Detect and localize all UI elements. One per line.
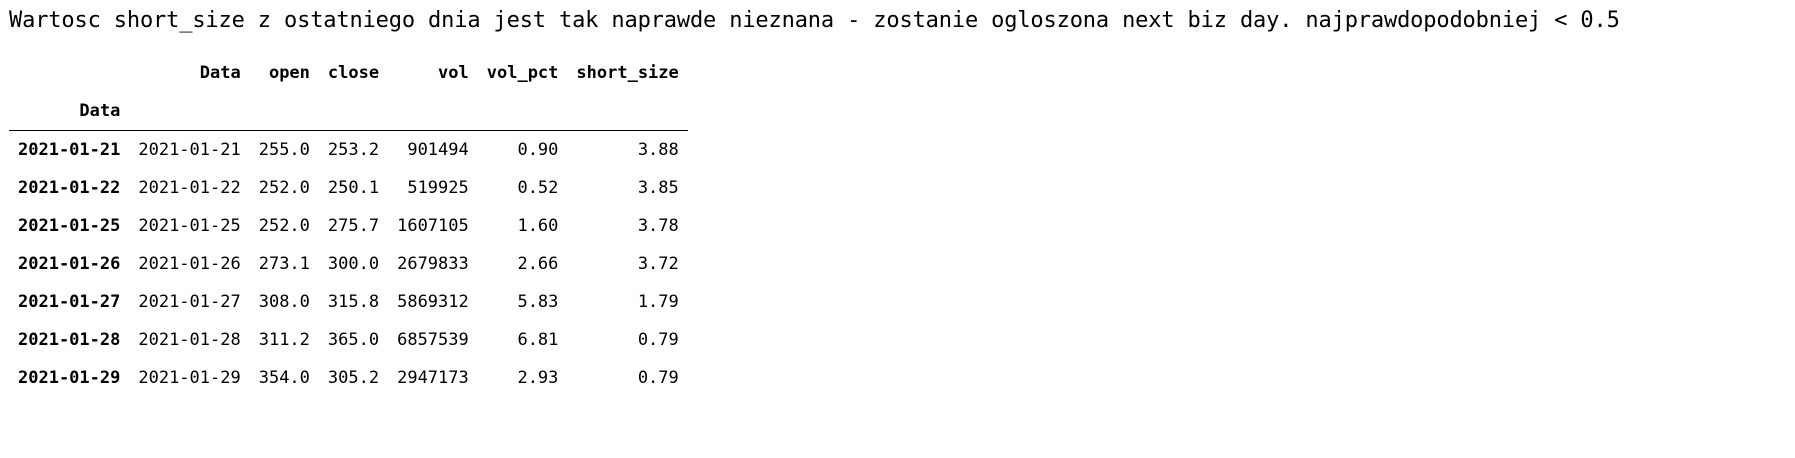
table-cell: 252.0 xyxy=(258,216,310,236)
table-row: 2021-01-22 2021-01-22 252.0 250.1 519925… xyxy=(9,169,688,207)
table-cell: 2021-01-21 xyxy=(138,140,241,160)
index-name-header: Data xyxy=(9,92,130,131)
table-cell: 5869312 xyxy=(397,292,469,312)
column-header: short_size xyxy=(576,63,679,83)
row-index: 2021-01-29 xyxy=(18,368,121,388)
table-cell: 255.0 xyxy=(258,140,310,160)
column-header: vol_pct xyxy=(486,63,559,83)
table-cell: 2021-01-27 xyxy=(138,292,241,312)
table-cell: 253.2 xyxy=(327,140,380,160)
table-cell: 5.83 xyxy=(517,292,559,312)
table-cell: 2021-01-28 xyxy=(138,330,241,350)
table-cell: 3.88 xyxy=(637,140,679,160)
table-cell: 300.0 xyxy=(327,254,380,274)
table-cell: 305.2 xyxy=(327,368,380,388)
table-cell: 3.78 xyxy=(637,216,679,236)
table-cell: 2679833 xyxy=(397,254,469,274)
table-row: 2021-01-29 2021-01-29 354.0 305.2 294717… xyxy=(9,359,688,397)
index-name-row: Data xyxy=(9,92,688,131)
row-index: 2021-01-22 xyxy=(18,178,121,198)
table-cell: 250.1 xyxy=(327,178,380,198)
column-header: open xyxy=(268,63,310,83)
table-cell: 3.72 xyxy=(637,254,679,274)
table-cell: 275.7 xyxy=(327,216,380,236)
table-cell: 0.52 xyxy=(517,178,559,198)
table-cell: 354.0 xyxy=(258,368,310,388)
column-header-row: Data open close vol vol_pct short_size xyxy=(9,54,688,92)
table-cell: 6.81 xyxy=(517,330,559,350)
table-cell: 311.2 xyxy=(258,330,310,350)
table-cell: 308.0 xyxy=(258,292,310,312)
row-index: 2021-01-28 xyxy=(18,330,121,350)
table-cell: 2021-01-25 xyxy=(138,216,241,236)
table-cell: 2947173 xyxy=(397,368,469,388)
table-cell: 0.90 xyxy=(517,140,559,160)
column-header: vol xyxy=(438,63,469,83)
table-cell: 1607105 xyxy=(397,216,469,236)
table-cell: 2021-01-22 xyxy=(138,178,241,198)
dataframe-table: Data open close vol vol_pct short_size D… xyxy=(9,54,688,397)
table-cell: 1.60 xyxy=(517,216,559,236)
table-cell: 2021-01-29 xyxy=(138,368,241,388)
column-header: Data xyxy=(199,63,241,83)
table-cell: 2.93 xyxy=(517,368,559,388)
table-cell: 1.79 xyxy=(637,292,679,312)
index-header-blank xyxy=(9,54,129,92)
row-index: 2021-01-27 xyxy=(18,292,121,312)
table-cell: 0.79 xyxy=(637,368,679,388)
row-index: 2021-01-26 xyxy=(18,254,121,274)
table-row: 2021-01-28 2021-01-28 311.2 365.0 685753… xyxy=(9,321,688,359)
table-row: 2021-01-27 2021-01-27 308.0 315.8 586931… xyxy=(9,283,688,321)
row-index: 2021-01-25 xyxy=(18,216,121,236)
table-cell: 365.0 xyxy=(327,330,380,350)
table-cell: 519925 xyxy=(407,178,469,198)
table-row: 2021-01-21 2021-01-21 255.0 253.2 901494… xyxy=(9,131,688,170)
column-header: close xyxy=(327,63,380,83)
table-cell: 252.0 xyxy=(258,178,310,198)
row-index: 2021-01-21 xyxy=(18,140,121,160)
table-row: 2021-01-25 2021-01-25 252.0 275.7 160710… xyxy=(9,207,688,245)
table-cell: 2021-01-26 xyxy=(138,254,241,274)
table-cell: 2.66 xyxy=(517,254,559,274)
table-cell: 273.1 xyxy=(258,254,310,274)
table-row: 2021-01-26 2021-01-26 273.1 300.0 267983… xyxy=(9,245,688,283)
table-cell: 315.8 xyxy=(327,292,380,312)
table-cell: 3.85 xyxy=(637,178,679,198)
output-note-text: Wartosc short_size z ostatniego dnia jes… xyxy=(9,8,1620,33)
table-cell: 0.79 xyxy=(637,330,679,350)
table-cell: 901494 xyxy=(407,140,469,160)
table-cell: 6857539 xyxy=(397,330,469,350)
